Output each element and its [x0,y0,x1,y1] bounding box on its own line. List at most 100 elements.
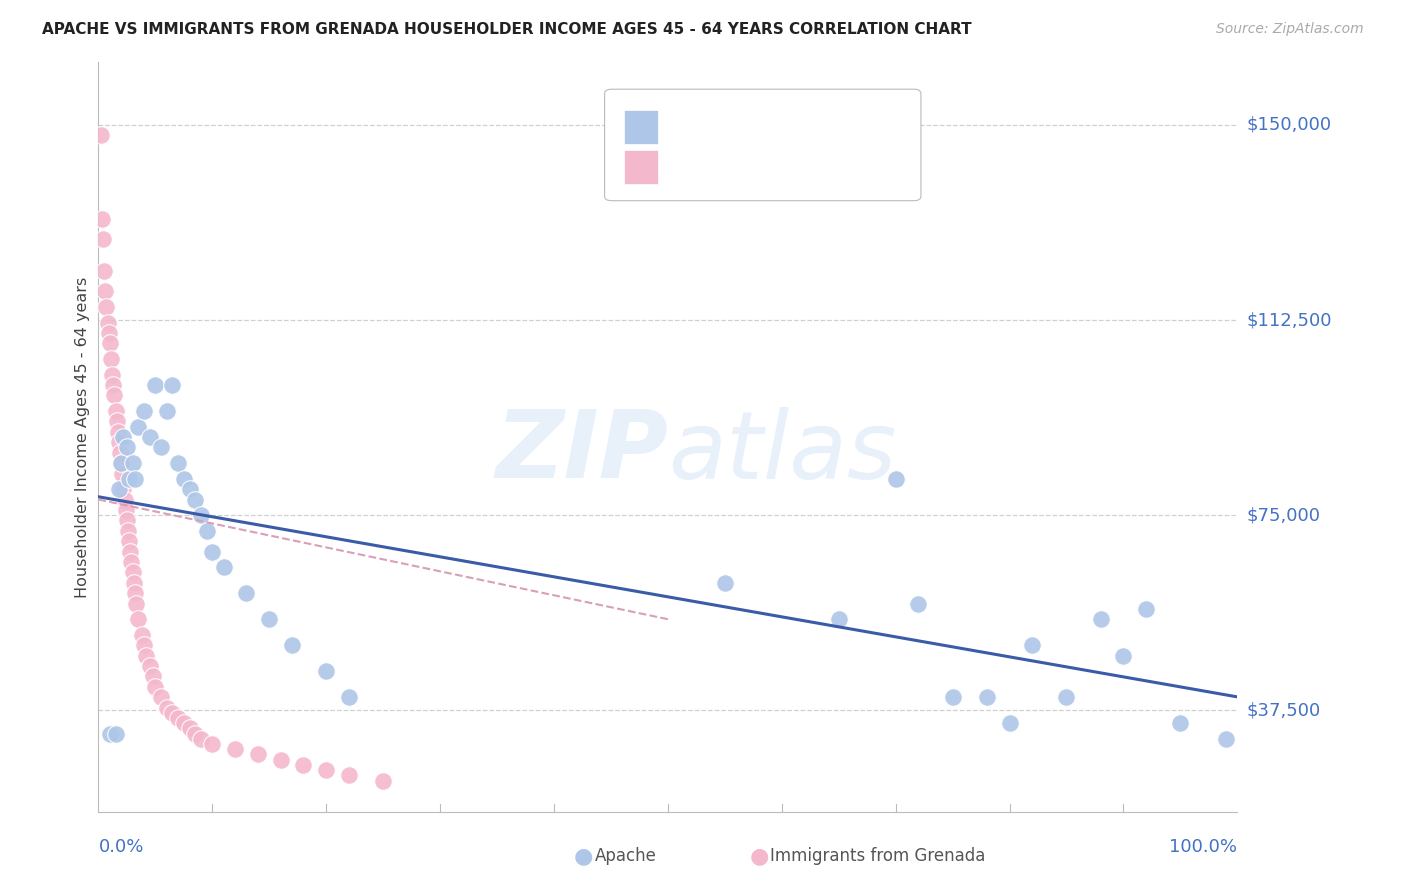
Text: 55: 55 [830,158,852,176]
Point [156,404,179,418]
Text: 100.0%: 100.0% [1170,838,1237,855]
Point [884,472,907,486]
Point [93,263,115,277]
Point [118,472,141,486]
Point [1112,648,1135,663]
Point [117,524,139,538]
Point [101,368,124,382]
Point [1021,638,1043,652]
Point [195,524,218,538]
Text: R =: R = [665,118,702,136]
Point [127,419,149,434]
Point [105,414,128,428]
Point [127,612,149,626]
Text: $75,000: $75,000 [1246,506,1320,524]
Point [150,441,173,455]
Point [167,711,190,725]
Point [201,544,224,558]
Point [104,404,127,418]
Point [942,690,965,705]
Point [246,747,269,762]
Point [124,472,146,486]
Point [110,456,132,470]
Point [162,378,184,392]
Point [108,435,131,450]
Point [270,753,292,767]
Y-axis label: Householder Income Ages 45 - 64 years: Householder Income Ages 45 - 64 years [75,277,90,598]
Point [907,597,929,611]
Point [121,566,143,580]
Point [108,482,131,496]
Point [142,669,165,683]
Point [107,425,129,439]
Point [103,378,125,392]
Point [998,716,1021,731]
Text: -0.079: -0.079 [704,158,763,176]
Point [179,482,201,496]
Point [122,575,145,590]
Point [138,659,160,673]
Point [90,128,112,143]
Point [114,492,136,507]
Point [120,555,142,569]
Point [1170,716,1192,731]
Point [108,446,131,460]
Text: N =: N = [792,158,828,176]
Point [337,768,360,782]
Point [94,285,117,299]
Point [315,763,337,777]
Point [1054,690,1078,705]
Point [292,758,315,772]
Point [315,664,337,679]
Point [125,597,148,611]
Point [1215,731,1237,746]
Point [90,211,112,226]
Point [179,722,201,736]
Point [173,716,195,731]
Point [110,456,132,470]
Point [150,690,173,705]
Point [145,378,167,392]
Point [112,482,135,496]
Text: 43: 43 [830,118,853,136]
Point [121,456,143,470]
Point [145,680,167,694]
Point [132,404,155,418]
Text: Apache: Apache [595,847,657,865]
Point [115,513,138,527]
Point [337,690,360,705]
Text: Source: ZipAtlas.com: Source: ZipAtlas.com [1216,22,1364,37]
Text: ZIP: ZIP [495,406,668,498]
Point [98,336,121,351]
Text: ●: ● [574,847,593,866]
Point [173,472,195,486]
Point [124,586,146,600]
Text: $37,500: $37,500 [1246,701,1320,719]
Point [371,773,394,788]
Point [156,700,179,714]
Point [976,690,998,705]
Text: ●: ● [749,847,769,866]
Point [104,726,127,740]
Point [103,388,125,402]
Point [114,503,136,517]
Point [132,638,155,652]
Text: Immigrants from Grenada: Immigrants from Grenada [770,847,986,865]
Point [201,737,224,751]
Point [184,492,207,507]
Point [111,467,134,481]
Point [115,441,138,455]
Point [184,726,207,740]
Text: APACHE VS IMMIGRANTS FROM GRENADA HOUSEHOLDER INCOME AGES 45 - 64 YEARS CORRELAT: APACHE VS IMMIGRANTS FROM GRENADA HOUSEH… [42,22,972,37]
Point [131,628,153,642]
Text: R =: R = [665,158,702,176]
Point [96,300,118,314]
Point [167,456,190,470]
Text: 0.0%: 0.0% [98,838,143,855]
Point [97,326,120,340]
Point [235,586,257,600]
Point [138,430,160,444]
Point [1090,612,1112,626]
Point [190,508,212,523]
Point [190,731,212,746]
